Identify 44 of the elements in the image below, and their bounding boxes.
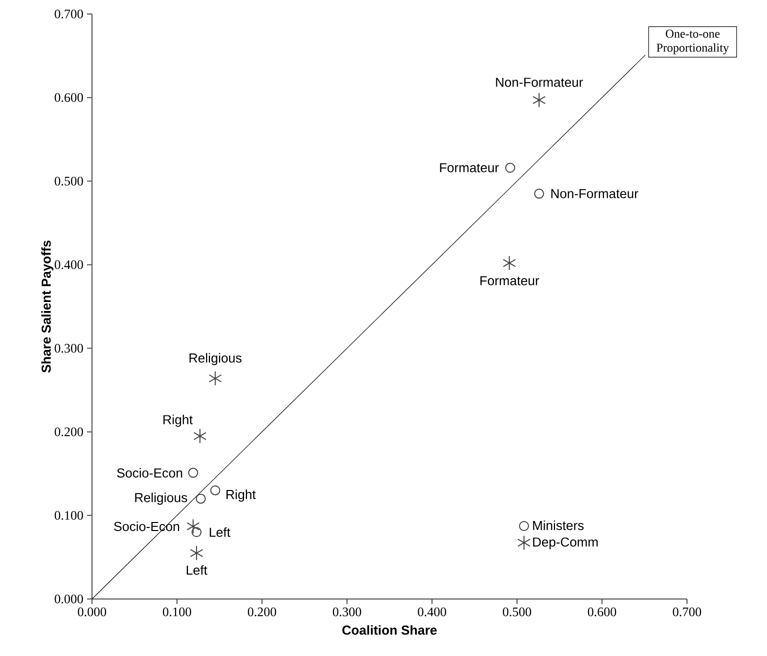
- x-tick-label: 0.500: [502, 608, 532, 616]
- y-tick-label: 0.700: [54, 10, 83, 18]
- x-tick-label: 0.000: [78, 608, 106, 616]
- annotation: Right: [226, 490, 256, 502]
- point: [505, 162, 516, 173]
- annotation: Formateur: [480, 276, 540, 286]
- y-tick-label: 0.100: [54, 511, 83, 520]
- point: [208, 370, 222, 386]
- x-tick-label: 0.300: [332, 608, 362, 616]
- x-tick-label: 0.100: [162, 608, 192, 616]
- y-tick-label: 0.200: [54, 427, 83, 436]
- legend-label: Ministers: [533, 520, 584, 530]
- y-tick-label: 0.000: [54, 594, 83, 604]
- annotation: Non-Formateur: [551, 189, 638, 198]
- series-label: One-to-one Proportionality: [656, 30, 729, 54]
- annotation: Left: [186, 565, 208, 575]
- point: [190, 546, 204, 561]
- point: [532, 92, 546, 108]
- point: [210, 485, 220, 496]
- point: [534, 188, 544, 199]
- x-tick-label: 0.200: [248, 608, 276, 616]
- point: [193, 428, 207, 444]
- annotation: Right: [163, 414, 193, 427]
- y-tick-label: 0.600: [54, 93, 83, 102]
- annotation: Socio-Econ: [117, 468, 182, 478]
- point: [196, 494, 206, 504]
- annotation: Left: [210, 527, 230, 537]
- legend-label: Dep-Comm: [533, 537, 598, 550]
- x-tick-label: 0.700: [672, 608, 702, 616]
- point: [188, 468, 198, 478]
- y-tick-label: 0.500: [54, 176, 83, 186]
- annotation: Non-Formateur: [496, 78, 583, 87]
- point: [192, 527, 202, 538]
- annotation: Religious: [190, 353, 242, 366]
- point: [186, 518, 200, 534]
- annotation: Formateur: [440, 163, 499, 172]
- x-axis-title: Coalition Share: [342, 625, 437, 635]
- annotation: Religious: [135, 492, 188, 505]
- point: [502, 256, 516, 271]
- y-axis-title: Share Salient Payoffs: [41, 240, 54, 373]
- y-tick-label: 0.300: [54, 344, 83, 353]
- y-tick-label: 0.400: [54, 260, 83, 270]
- x-tick-label: 0.400: [418, 608, 446, 616]
- x-tick-label: 0.600: [588, 608, 616, 616]
